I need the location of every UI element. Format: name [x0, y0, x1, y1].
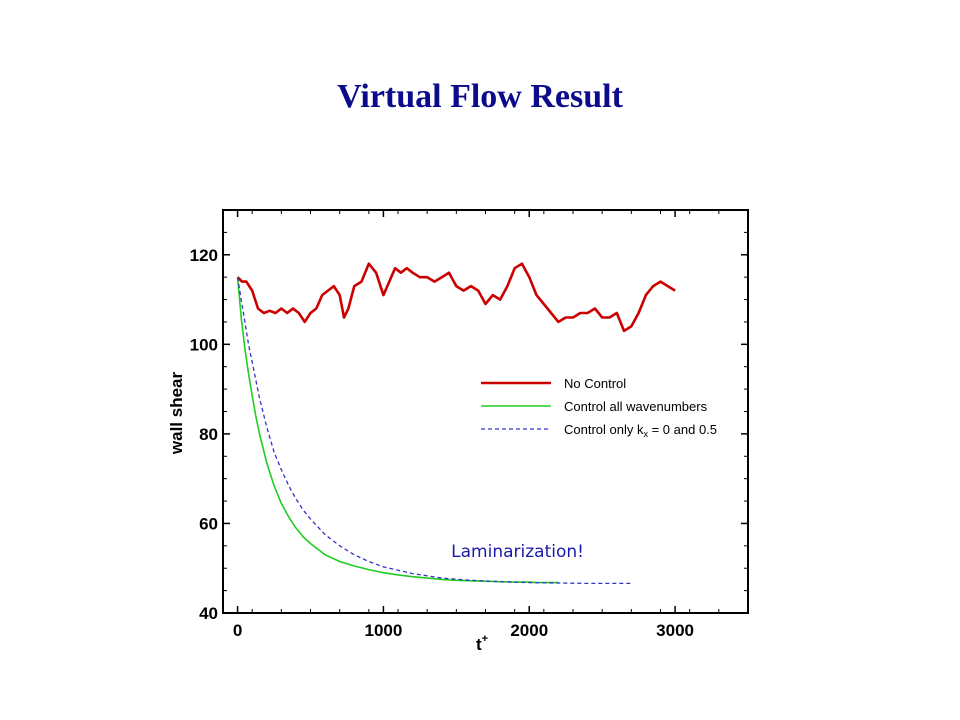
- x-axis-title: t+: [476, 633, 488, 654]
- x-tick-label: 0: [233, 621, 242, 640]
- y-axis-title: wall shear: [167, 372, 186, 456]
- series-control-kx: [236, 277, 632, 585]
- x-tick-label: 2000: [510, 621, 548, 640]
- axis-ticks: 0 1000 2000 3000 40 60 80 100 120: [190, 210, 749, 640]
- legend-kx-suffix: = 0 and 0.5: [648, 422, 717, 437]
- plot-frame: [222, 209, 749, 614]
- laminarization-annotation: Laminarization!: [451, 542, 584, 562]
- legend-kx-sub: x: [643, 429, 648, 439]
- legend-label-no-control: No Control: [564, 376, 626, 391]
- y-tick-label: 40: [199, 604, 218, 623]
- y-tick-label: 60: [199, 514, 218, 533]
- legend: No Control Control all wavenumbers Contr…: [481, 376, 717, 439]
- x-axis-title-main: t: [476, 635, 482, 654]
- y-tick-label: 80: [199, 425, 218, 444]
- slide-title: Virtual Flow Result: [337, 78, 623, 115]
- series-lines: [236, 262, 676, 585]
- legend-label-control-kx: Control only kx = 0 and 0.5: [564, 422, 717, 439]
- x-axis-title-sup: +: [482, 633, 488, 645]
- legend-label-control-all: Control all wavenumbers: [564, 399, 708, 414]
- x-tick-label: 3000: [656, 621, 694, 640]
- y-tick-label: 120: [190, 246, 218, 265]
- x-tick-label: 1000: [365, 621, 403, 640]
- series-no-control: [236, 262, 676, 333]
- legend-kx-prefix: Control only k: [564, 422, 644, 437]
- y-tick-label: 100: [190, 335, 218, 354]
